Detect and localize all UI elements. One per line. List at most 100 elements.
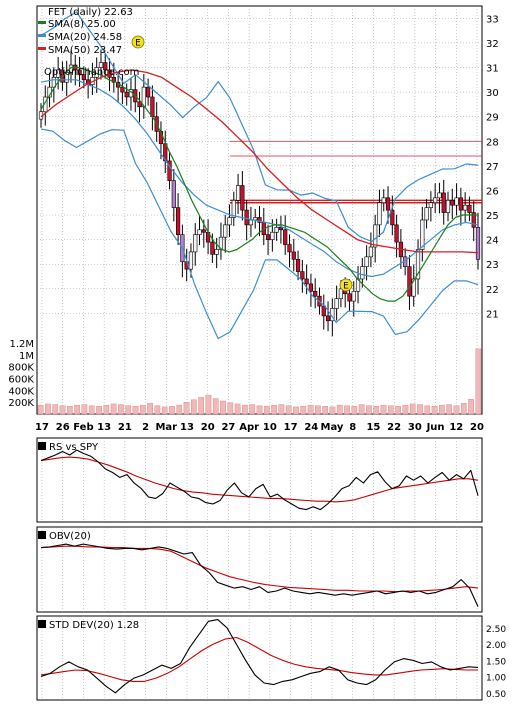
candle-body [81, 74, 86, 81]
rs-line [40, 449, 479, 511]
candle-body [193, 234, 198, 253]
volume-bar [300, 406, 307, 415]
x-axis-label: 2 [142, 422, 149, 433]
candle-body [146, 86, 151, 98]
x-axis-label: 24 [304, 422, 318, 433]
volume-bar [96, 406, 102, 415]
volume-bar [366, 405, 372, 415]
sma50-line [40, 69, 479, 254]
x-axis-label: 30 [408, 422, 422, 433]
volume-bar [205, 394, 212, 415]
volume-axis-label: 400K [8, 386, 34, 397]
candle-body [235, 185, 241, 201]
rs-sma-line [40, 456, 479, 503]
candle-body [300, 271, 305, 280]
earnings-marker-label: E [135, 39, 141, 49]
price-axis-label: 29 [486, 113, 499, 124]
price-axis-label: 28 [486, 137, 499, 148]
candle-body [411, 278, 416, 297]
volume-bar [307, 404, 314, 415]
price-axis-label: 25 [486, 211, 499, 222]
legend-label: SMA(50) 23.47 [48, 45, 122, 56]
std-line [40, 619, 479, 694]
x-axis-label: 20 [470, 422, 484, 433]
candle-body [433, 197, 438, 204]
candle-body [124, 91, 129, 98]
candle-body [231, 199, 236, 218]
candle-body [137, 101, 142, 108]
candle-body [278, 227, 284, 231]
volume-bar [220, 400, 226, 415]
candle-body [111, 77, 116, 83]
volume-bar [161, 406, 168, 415]
std-axis-label: 1.50 [486, 657, 506, 667]
volume-bar [74, 404, 80, 415]
volume-axis-label: 1M [19, 351, 34, 362]
price-axis-label: 24 [486, 236, 499, 247]
volume-axis-label: 800K [8, 363, 34, 374]
legend-swatch [38, 34, 46, 37]
volume-bar [169, 406, 175, 415]
volume-bar [37, 404, 44, 415]
volume-bar [315, 405, 321, 415]
candle-body [351, 290, 356, 302]
std-axis-label: 2.50 [486, 625, 506, 635]
price-axis-label: 30 [486, 88, 499, 99]
volume-bar [475, 348, 482, 415]
candle-body [120, 86, 125, 93]
x-axis-label: 13 [180, 422, 194, 433]
candle-body [437, 192, 442, 199]
x-axis-label: Jun [426, 422, 445, 433]
volume-bar [176, 404, 183, 415]
candle-body [347, 293, 352, 302]
volume-bar [344, 405, 350, 415]
x-axis-label: Apr [239, 422, 259, 433]
candle-body [458, 197, 463, 211]
volume-bar [329, 406, 336, 415]
volume-bar [278, 404, 285, 415]
candle-body [428, 202, 433, 208]
obv-line [40, 543, 479, 607]
x-axis-label: 17 [35, 422, 49, 433]
candle-body [334, 298, 339, 309]
candle-body [265, 234, 271, 240]
x-axis-label: 15 [366, 422, 380, 433]
volume-axis-label: 1.2M [9, 339, 34, 350]
candle-body [454, 197, 459, 206]
volume-bar [81, 404, 88, 415]
candle-body [377, 202, 382, 226]
legend-swatch [38, 21, 46, 24]
volume-bar [183, 401, 190, 415]
candle-body [463, 204, 468, 211]
candle-body [373, 224, 378, 248]
volume-bar [147, 403, 153, 415]
candle-body [394, 224, 399, 243]
volume-bar [154, 405, 161, 415]
volume-bar [234, 403, 241, 415]
volume-bar [380, 404, 387, 415]
candle-body [98, 62, 104, 68]
volume-bar [52, 404, 59, 415]
x-axis-label: 8 [349, 422, 356, 433]
candle-body [56, 69, 61, 78]
volume-bar [256, 405, 263, 415]
volume-bar [139, 404, 146, 415]
std-axis-label: 0.50 [486, 690, 506, 700]
watermark: OptionChance.com [44, 67, 139, 78]
candle-body [385, 197, 391, 211]
volume-bar [293, 406, 299, 415]
volume-bar [285, 405, 292, 415]
volume-bar [336, 404, 343, 415]
obv-sma-line [40, 545, 479, 593]
rs-legend-swatch [38, 442, 46, 450]
x-axis-label: 17 [284, 422, 298, 433]
sma8-line [40, 66, 478, 302]
bollinger-upper-line [40, 11, 479, 243]
price-axis-label: 33 [486, 14, 499, 25]
bollinger-lower-line [40, 128, 479, 340]
obv-panel-frame [36, 526, 483, 613]
volume-bar [468, 399, 474, 415]
chart-title: FET (daily) 22.63 [48, 7, 133, 18]
candle-body [188, 251, 194, 270]
candle-body [390, 209, 395, 226]
